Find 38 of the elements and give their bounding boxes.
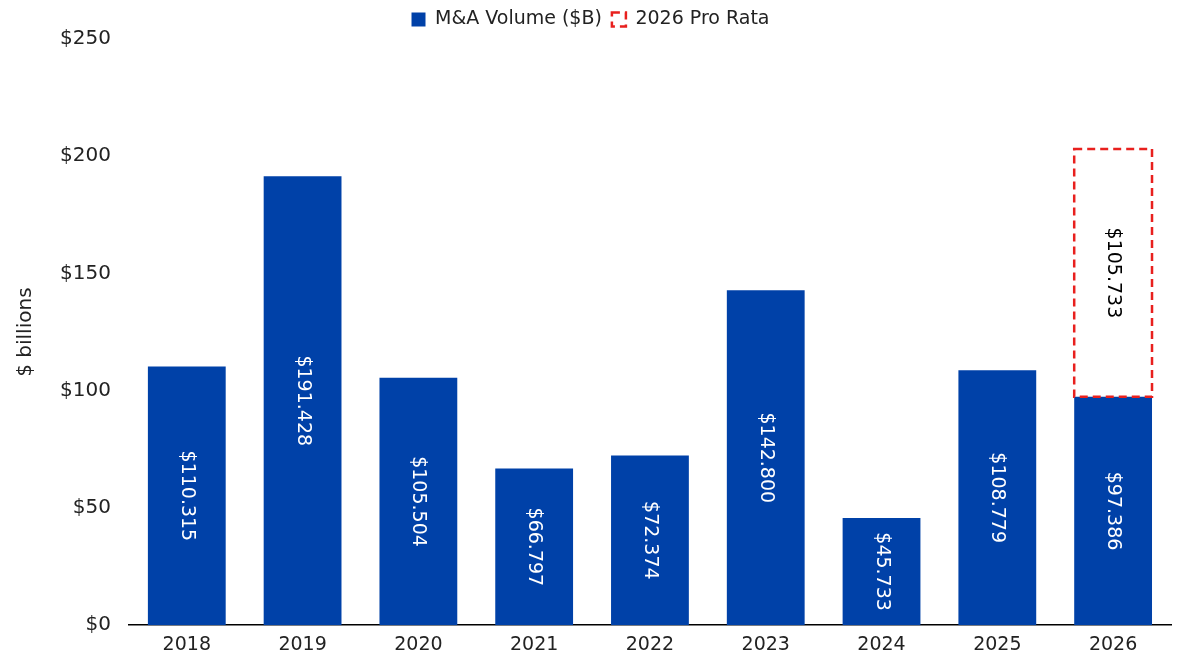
x-tick-label: 2020 (394, 631, 443, 654)
x-tick-label: 2019 (278, 631, 327, 654)
x-tick-label: 2023 (741, 631, 790, 654)
y-tick-label: $250 (59, 25, 111, 50)
data-label: $105.504 (409, 456, 432, 547)
x-tick-label: 2018 (162, 631, 211, 654)
bar (263, 176, 342, 626)
bar (379, 377, 458, 626)
bar (958, 370, 1037, 626)
data-label: $72.374 (641, 501, 664, 580)
data-label: $191.428 (293, 355, 316, 447)
y-tick-label: $100 (59, 376, 111, 401)
data-label: $105.733 (1104, 227, 1127, 319)
data-label: $108.779 (988, 452, 1011, 543)
x-tick-label: 2021 (509, 631, 559, 654)
data-label: $110.315 (177, 450, 200, 542)
y-tick-label: $0 (85, 611, 111, 636)
x-tick-label: 2026 (1088, 631, 1138, 654)
data-label: $45.733 (872, 532, 895, 611)
data-label: $97.386 (1104, 471, 1127, 551)
legend-label: M&A Volume ($B) (435, 6, 602, 29)
bar (842, 517, 921, 626)
bar (147, 366, 226, 626)
y-tick-label: $50 (72, 494, 111, 519)
y-tick-label: $200 (59, 142, 111, 167)
y-axis-title: $ billions (12, 287, 37, 377)
bar (611, 455, 689, 626)
y-tick-label: $150 (59, 259, 111, 284)
legend-label: 2026 Pro Rata (635, 6, 770, 29)
data-label: $142.800 (756, 412, 779, 504)
data-label: $66.797 (525, 507, 548, 587)
x-tick-label: 2025 (973, 631, 1022, 654)
bar (1074, 396, 1153, 626)
bar (726, 290, 805, 626)
bar (1072, 147, 1154, 399)
bar (495, 468, 574, 626)
x-tick-label: 2022 (625, 631, 675, 654)
x-tick-label: 2024 (857, 631, 906, 654)
